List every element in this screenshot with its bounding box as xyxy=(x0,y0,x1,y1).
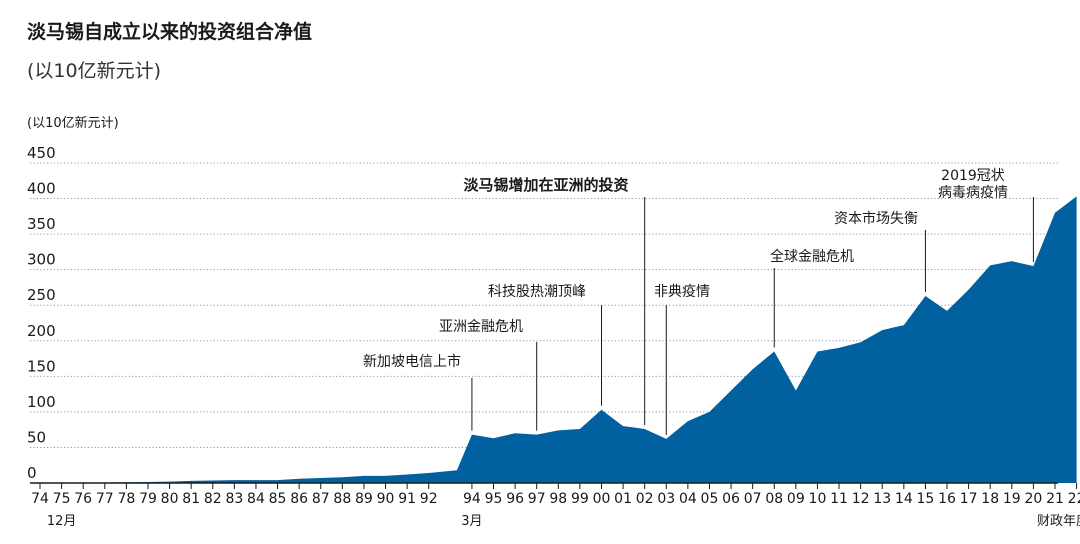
x-tick-label: 18 xyxy=(981,491,999,507)
x-tick-label: 80 xyxy=(161,491,179,507)
x-tick-label: 76 xyxy=(74,491,92,507)
x-tick-label: 88 xyxy=(333,491,351,507)
y-tick-label: 250 xyxy=(27,286,56,304)
x-tick-label: 92 xyxy=(420,491,438,507)
x-tick-label: 95 xyxy=(485,491,503,507)
x-tick-label: 12 xyxy=(852,491,870,507)
y-tick-label: 350 xyxy=(27,215,56,233)
chart-title: 淡马锡自成立以来的投资组合净值 xyxy=(27,21,313,43)
x-tick-label: 81 xyxy=(182,491,200,507)
annotation-text: 2019冠状 xyxy=(941,168,1005,184)
x-tick-label: 01 xyxy=(614,491,632,507)
x-tick-label: 11 xyxy=(830,491,848,507)
y-tick-label: 100 xyxy=(27,393,56,411)
x-tick-label: 98 xyxy=(549,491,567,507)
area-fill xyxy=(40,196,1077,483)
y-tick-label: 300 xyxy=(27,251,56,269)
x-tick-label: 83 xyxy=(225,491,243,507)
chart-subtitle: (以10亿新元计) xyxy=(27,60,162,82)
x-tick-label: 79 xyxy=(139,491,157,507)
x-tick-label: 91 xyxy=(398,491,416,507)
x-sublabel: 3月 xyxy=(461,514,482,529)
x-tick-label: 85 xyxy=(269,491,287,507)
x-tick-label: 99 xyxy=(571,491,589,507)
x-tick-label: 13 xyxy=(873,491,891,507)
annotation-text: 淡马锡增加在亚洲的投资 xyxy=(463,176,628,194)
annotation-text: 全球金融危机 xyxy=(770,248,854,265)
y-axis-label: (以10亿新元计) xyxy=(27,115,119,131)
x-tick-label: 10 xyxy=(809,491,827,507)
x-tick-label: 74 xyxy=(31,491,49,507)
annotation-text: 资本市场失衡 xyxy=(834,210,918,227)
x-tick-label: 07 xyxy=(744,491,762,507)
area-series xyxy=(39,196,1077,483)
x-tick-label: 22 xyxy=(1068,491,1080,507)
x-tick-label: 17 xyxy=(960,491,978,507)
x-tick-label: 20 xyxy=(1024,491,1042,507)
x-tick-label: 16 xyxy=(938,491,956,507)
x-sublabel: 财政年度 xyxy=(1037,513,1080,529)
x-tick-label: 14 xyxy=(895,491,913,507)
y-tick-label: 200 xyxy=(27,322,56,340)
x-tick-label: 19 xyxy=(1003,491,1021,507)
x-tick-label: 94 xyxy=(463,491,481,507)
y-tick-label: 0 xyxy=(27,464,37,482)
x-tick-label: 21 xyxy=(1046,491,1064,507)
x-tick-label: 08 xyxy=(765,491,783,507)
x-tick-label: 05 xyxy=(701,491,719,507)
x-tick-label: 04 xyxy=(679,491,697,507)
x-tick-label: 77 xyxy=(96,491,114,507)
y-tick-labels: 0 50 100 150 200 250 300 350 400 450 xyxy=(27,144,56,482)
x-sublabel: 12月 xyxy=(47,514,77,529)
x-tick-label: 84 xyxy=(247,491,265,507)
annotation-text: 非典疫情 xyxy=(654,284,710,300)
x-axis: 74 75 76 77 78 79 80 81 82 83 84 85 86 87 88 89 90 91 92 94… xyxy=(30,482,1080,529)
annotation-text: 新加坡电信上市 xyxy=(363,353,461,370)
annotation-text: 病毒病疫情 xyxy=(938,185,1008,201)
x-tick-label: 75 xyxy=(53,491,71,507)
x-tick-label: 15 xyxy=(917,491,935,507)
y-tick-label: 450 xyxy=(27,144,56,162)
x-tick-label: 78 xyxy=(117,491,135,507)
x-tick-label: 00 xyxy=(593,491,611,507)
x-tick-label: 86 xyxy=(290,491,308,507)
x-tick-label: 09 xyxy=(787,491,805,507)
annotation-text: 亚洲金融危机 xyxy=(439,319,523,335)
x-tick-label: 87 xyxy=(312,491,330,507)
x-tick-label: 97 xyxy=(528,491,546,507)
x-tick-label: 06 xyxy=(722,491,740,507)
x-tick-label: 96 xyxy=(506,491,524,507)
x-tick-label: 03 xyxy=(657,491,675,507)
y-tick-label: 400 xyxy=(27,180,56,198)
x-tick-label: 82 xyxy=(204,491,222,507)
annotation-text: 科技股热潮顶峰 xyxy=(488,284,586,300)
x-tick-label: 89 xyxy=(355,491,373,507)
x-tick-label: 02 xyxy=(636,491,654,507)
y-tick-label: 150 xyxy=(27,357,56,375)
x-tick-label: 90 xyxy=(377,491,395,507)
y-tick-label: 50 xyxy=(27,428,46,446)
